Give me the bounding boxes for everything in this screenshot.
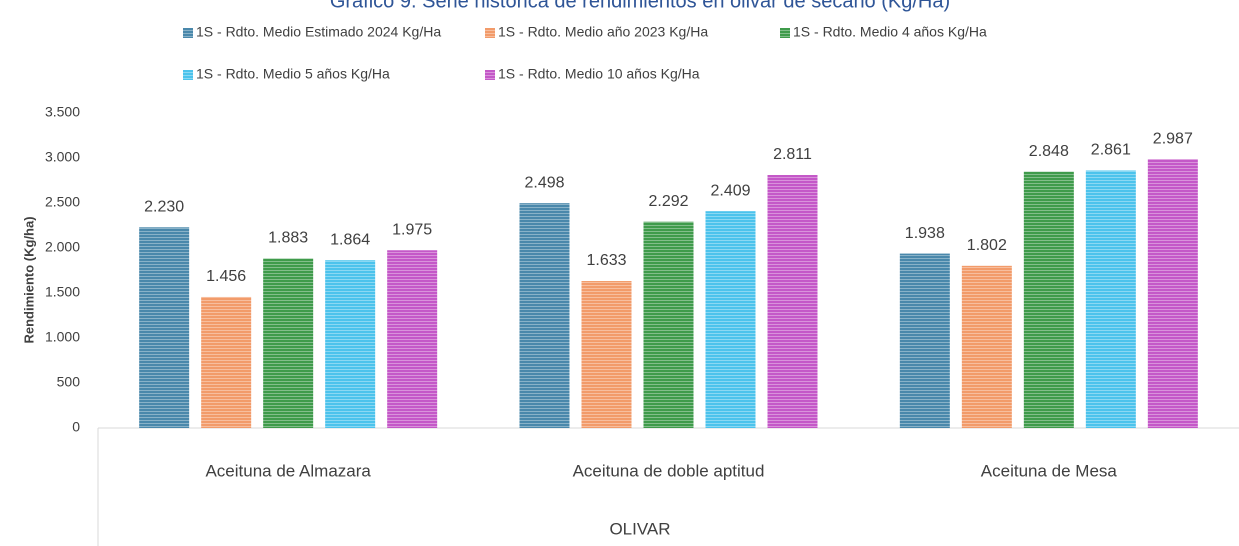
x-tick-label: Aceituna de Almazara [205, 461, 371, 480]
legend-swatch [485, 28, 495, 38]
bar [325, 260, 376, 428]
x-tick-label: Aceituna de doble aptitud [573, 461, 765, 480]
x-axis-title: OLIVAR [609, 519, 670, 538]
legend-label: 1S - Rdto. Medio Estimado 2024 Kg/Ha [196, 24, 441, 40]
data-label: 2.498 [524, 174, 564, 191]
chart-title: Gráfico 9. Serie histórica de rendimient… [330, 0, 950, 12]
bar [581, 281, 632, 428]
y-tick-label: 500 [57, 374, 81, 390]
data-label: 1.802 [967, 237, 1007, 254]
bar [961, 265, 1012, 428]
bar [1023, 171, 1074, 428]
data-label: 2.848 [1029, 143, 1069, 160]
data-label: 2.230 [144, 199, 184, 216]
bar [139, 227, 190, 428]
legend-label: 1S - Rdto. Medio 10 años Kg/Ha [498, 66, 700, 82]
bar [263, 258, 314, 428]
bar [1147, 159, 1198, 429]
y-tick-label: 0 [72, 419, 80, 435]
y-axis-title: Rendimiento (Kg/ha) [21, 216, 36, 343]
legend-swatch [183, 70, 193, 80]
bar [387, 250, 438, 428]
y-tick-label: 1.000 [45, 329, 80, 345]
bar [899, 253, 950, 428]
bar [1085, 170, 1136, 428]
legend-label: 1S - Rdto. Medio año 2023 Kg/Ha [498, 24, 708, 40]
x-tick-label: Aceituna de Mesa [981, 461, 1118, 480]
data-label: 1.864 [330, 231, 370, 248]
data-label: 1.883 [268, 230, 308, 247]
bar [643, 221, 694, 428]
bar [767, 175, 818, 428]
data-label: 1.975 [392, 221, 432, 238]
data-label: 2.861 [1091, 142, 1131, 159]
data-label: 2.409 [710, 182, 750, 199]
legend-swatch [485, 70, 495, 80]
bar [705, 211, 756, 428]
legend-swatch [780, 28, 790, 38]
legend-swatch [183, 28, 193, 38]
legend-label: 1S - Rdto. Medio 5 años Kg/Ha [196, 66, 390, 82]
data-label: 1.456 [206, 268, 246, 285]
bar [201, 296, 252, 428]
legend-label: 1S - Rdto. Medio 4 años Kg/Ha [793, 24, 987, 40]
data-label: 2.987 [1153, 130, 1193, 147]
data-label: 2.292 [648, 193, 688, 210]
data-label: 1.633 [586, 252, 626, 269]
y-tick-label: 3.000 [45, 149, 80, 165]
y-tick-label: 3.500 [45, 104, 80, 120]
data-label: 1.938 [905, 225, 945, 242]
y-tick-label: 1.500 [45, 284, 80, 300]
bar [519, 203, 570, 428]
y-tick-label: 2.500 [45, 194, 80, 210]
y-tick-label: 2.000 [45, 239, 80, 255]
data-label: 2.811 [773, 146, 812, 163]
